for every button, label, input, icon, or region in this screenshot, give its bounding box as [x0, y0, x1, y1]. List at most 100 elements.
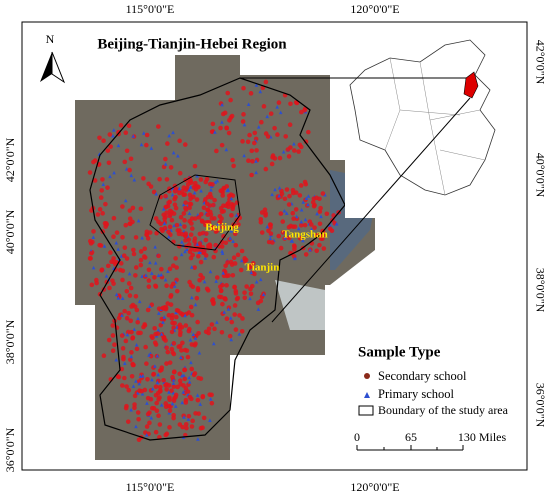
school-point [276, 233, 282, 239]
school-point [168, 294, 173, 299]
school-point [226, 307, 231, 311]
school-point [102, 244, 107, 248]
school-point [189, 424, 195, 429]
school-point [241, 85, 246, 91]
school-point [248, 296, 252, 301]
school-point [150, 335, 155, 341]
school-point [104, 221, 109, 226]
school-point [249, 172, 254, 178]
school-point [167, 390, 171, 394]
school-point [177, 190, 182, 196]
school-point [186, 237, 192, 242]
school-point [138, 206, 144, 212]
school-point [196, 330, 201, 336]
school-point [259, 230, 265, 235]
school-point [195, 397, 201, 403]
school-point [266, 228, 271, 234]
school-point [173, 256, 178, 261]
school-point [92, 178, 98, 183]
school-point [225, 90, 231, 96]
school-point [105, 263, 111, 269]
school-point [279, 191, 285, 197]
school-point [194, 295, 200, 301]
school-point [232, 284, 237, 290]
school-point [94, 277, 99, 283]
school-point [131, 362, 136, 368]
school-point [201, 248, 207, 254]
school-point [178, 214, 184, 220]
school-point [255, 300, 261, 306]
school-point [189, 360, 193, 365]
school-point [309, 227, 314, 232]
school-point [141, 373, 145, 378]
school-point [143, 344, 148, 350]
school-point [291, 243, 297, 248]
school-point [288, 223, 293, 229]
school-point [100, 177, 105, 182]
beijing-boundary [149, 174, 241, 251]
school-point [138, 249, 144, 254]
school-point [116, 143, 121, 148]
school-point [210, 182, 215, 187]
school-point [166, 403, 172, 409]
school-point [99, 188, 105, 193]
school-point [181, 211, 187, 216]
school-point [174, 288, 180, 294]
school-point [306, 129, 311, 135]
school-point [249, 283, 255, 289]
school-point [294, 214, 299, 219]
school-point [192, 163, 198, 169]
school-point [293, 207, 299, 212]
school-point [146, 267, 152, 273]
school-point [250, 159, 255, 164]
school-point [214, 279, 218, 283]
school-point [122, 159, 128, 165]
school-point [251, 140, 257, 146]
school-point [137, 299, 142, 304]
school-point [123, 198, 128, 203]
school-point [97, 135, 102, 141]
school-point [145, 401, 149, 405]
school-point [133, 273, 138, 278]
school-point [233, 242, 239, 248]
school-point [91, 229, 96, 234]
school-point [265, 134, 271, 139]
school-point [270, 240, 275, 245]
school-point [114, 357, 119, 362]
school-point [187, 205, 192, 211]
city-label: Tangshan [282, 229, 327, 241]
school-point [258, 216, 264, 222]
school-point [121, 253, 127, 258]
inset-study-area [463, 71, 479, 99]
school-point [290, 190, 296, 196]
school-point [125, 332, 130, 337]
school-point [167, 224, 173, 230]
school-point [285, 147, 291, 152]
school-point [167, 397, 172, 402]
school-point [129, 374, 135, 379]
school-point [196, 411, 202, 416]
school-point [196, 375, 201, 381]
school-point [177, 422, 183, 427]
school-point [107, 285, 112, 291]
scale-bar [356, 445, 464, 451]
school-point [247, 132, 252, 138]
school-point [232, 303, 238, 308]
school-point [178, 222, 183, 226]
school-point [175, 384, 180, 390]
school-point [168, 211, 173, 217]
school-point [254, 148, 259, 153]
school-point [134, 424, 138, 429]
school-point [209, 322, 215, 327]
school-point [225, 260, 230, 265]
school-point [229, 337, 234, 342]
school-point [186, 413, 192, 419]
school-point [164, 387, 169, 392]
school-point [161, 320, 165, 324]
school-point [242, 290, 247, 295]
school-point [121, 356, 126, 362]
school-point [116, 129, 121, 135]
school-point [234, 213, 239, 217]
school-point [120, 296, 125, 300]
school-point [317, 221, 323, 227]
